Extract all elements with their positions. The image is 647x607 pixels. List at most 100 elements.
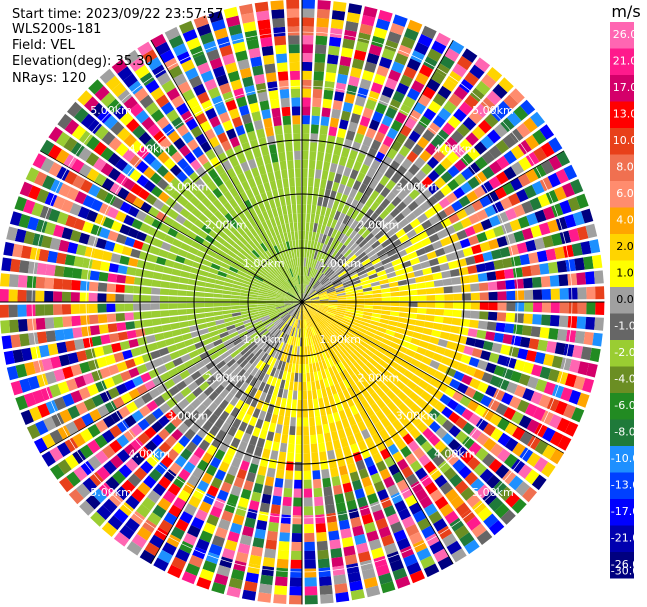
gate-cell	[329, 27, 343, 39]
gate-cell	[375, 18, 391, 31]
gate-cell	[487, 129, 501, 144]
gate-cell	[335, 242, 344, 252]
gate-cell	[311, 231, 317, 241]
gate-cell	[365, 197, 375, 208]
gate-cell	[385, 266, 395, 274]
gate-cell	[367, 269, 377, 276]
gate-cell	[308, 288, 315, 296]
gate-cell	[403, 66, 417, 80]
gate-cell	[315, 160, 323, 170]
gate-cell	[415, 72, 429, 86]
gate-cell	[312, 195, 318, 206]
gate-cell	[484, 113, 499, 128]
gate-cell	[502, 257, 513, 269]
gate-cell	[460, 153, 474, 167]
gate-cell	[354, 248, 364, 257]
gate-cell	[398, 145, 411, 158]
gate-cell	[347, 3, 363, 15]
gate-cell	[316, 8, 330, 19]
gate-cell	[404, 28, 419, 41]
gate-cell	[421, 25, 437, 40]
gate-cell	[417, 94, 431, 107]
gate-cell	[302, 141, 309, 151]
gate-cell	[304, 284, 308, 294]
gate-cell	[426, 195, 438, 207]
gate-cell	[459, 238, 471, 249]
gate-cell	[302, 88, 312, 98]
gate-cell	[386, 127, 399, 140]
gate-cell	[320, 276, 329, 284]
gate-cell	[302, 115, 310, 125]
gate-cell	[378, 234, 388, 244]
gate-cell	[425, 143, 438, 156]
gate-cell	[426, 251, 437, 260]
gate-cell	[349, 169, 359, 180]
gate-cell	[368, 44, 383, 56]
gate-cell	[508, 193, 521, 206]
gate-cell	[311, 249, 316, 259]
gate-cell	[363, 6, 378, 18]
gate-cell	[324, 282, 333, 289]
gate-cell	[493, 123, 508, 138]
gate-cell	[433, 279, 444, 287]
gate-cell	[370, 159, 381, 171]
gate-cell	[313, 71, 324, 81]
gate-cell	[542, 235, 554, 248]
gate-cell	[374, 244, 384, 253]
gate-cell	[336, 290, 346, 295]
gate-cell	[536, 250, 548, 263]
gate-cell	[309, 222, 314, 232]
gate-cell	[308, 289, 316, 296]
gate-cell	[377, 163, 388, 175]
gate-cell	[337, 128, 347, 139]
gate-cell	[302, 230, 306, 240]
gate-cell	[386, 191, 397, 202]
gate-cell	[436, 129, 450, 142]
gate-cell	[525, 168, 539, 183]
gate-cell	[562, 182, 575, 198]
gate-cell	[338, 212, 346, 223]
gate-cell	[387, 276, 398, 283]
gate-cell	[413, 101, 427, 115]
gate-cell	[551, 232, 563, 246]
gate-cell	[453, 86, 468, 100]
gate-cell	[405, 212, 417, 223]
gate-cell	[529, 197, 542, 211]
gate-cell	[378, 123, 390, 135]
gate-cell	[370, 281, 381, 287]
gate-cell	[528, 252, 539, 264]
gate-cell	[302, 150, 309, 160]
gate-cell	[421, 219, 433, 230]
gate-cell	[363, 262, 373, 270]
gate-cell	[307, 287, 314, 295]
gate-cell	[443, 100, 457, 114]
gate-cell	[479, 241, 491, 252]
gate-cell	[328, 272, 337, 280]
gate-cell	[471, 244, 482, 255]
gate-cell	[327, 54, 339, 65]
gate-cell	[384, 39, 399, 52]
gate-cell	[324, 152, 332, 163]
gate-cell	[447, 178, 460, 191]
start-time-label: Start time: 2023/09/22 23:57:57	[12, 7, 224, 22]
gate-cell	[581, 208, 594, 224]
gate-cell	[305, 285, 310, 294]
gate-cell	[358, 183, 368, 194]
gate-cell	[385, 107, 398, 119]
gate-cell	[519, 253, 530, 266]
gate-cell	[532, 129, 547, 145]
gate-cell	[390, 207, 401, 218]
gate-cell	[316, 287, 325, 293]
gate-cell	[499, 246, 511, 258]
gate-cell	[303, 284, 307, 294]
gate-cell	[315, 241, 321, 252]
gate-cell	[310, 295, 319, 300]
gate-cell	[302, 295, 309, 302]
gate-cell	[452, 144, 466, 158]
gate-cell	[321, 264, 328, 273]
gate-cell	[331, 277, 341, 284]
gate-cell	[335, 288, 345, 293]
gate-cell	[359, 163, 370, 175]
gate-cell	[330, 275, 340, 283]
gate-cell	[415, 276, 425, 283]
